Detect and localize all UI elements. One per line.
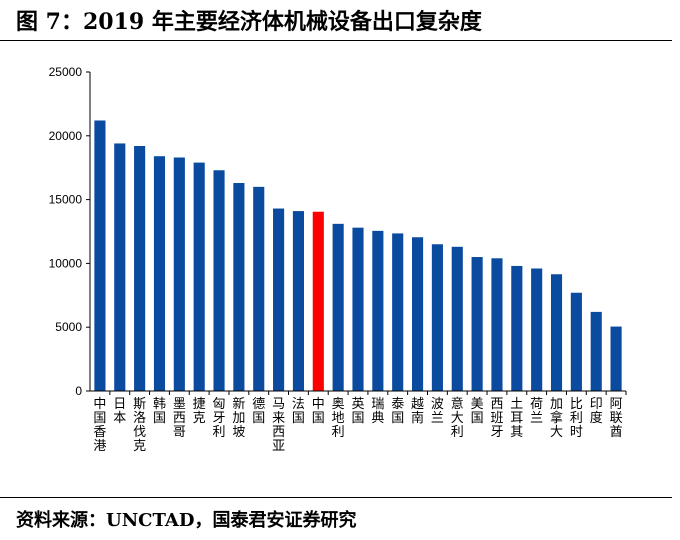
y-tick-label: 20000 xyxy=(49,129,83,143)
x-category-label: 意大利 xyxy=(451,396,464,440)
x-axis: 中国香港日本斯洛伐克韩国墨西哥捷克匈牙利新加坡德国马来西亚法国中国奥地利英国瑞典… xyxy=(90,390,627,454)
y-tick-label: 10000 xyxy=(49,256,83,270)
x-category-label: 德国 xyxy=(252,397,265,426)
x-category-label: 法国 xyxy=(292,397,305,426)
x-category-label: 匈牙利 xyxy=(213,397,226,440)
x-category-label: 英国 xyxy=(351,397,364,426)
bar xyxy=(610,326,622,391)
bar xyxy=(253,186,265,391)
x-category-label: 奥地利 xyxy=(332,397,345,440)
x-category-label: 西班牙 xyxy=(490,397,503,440)
x-category-label: 阿联酋 xyxy=(610,397,623,440)
bar xyxy=(590,311,602,391)
x-category-label: 瑞典 xyxy=(371,397,384,426)
x-category-label: 荷兰 xyxy=(530,397,543,426)
bar xyxy=(511,265,523,391)
figure-title: 图 7：2019 年主要经济体机械设备出口复杂度 xyxy=(16,9,482,35)
bar xyxy=(332,223,344,391)
bar xyxy=(411,237,424,391)
bar xyxy=(352,227,364,391)
bar-chart: 0 5000 10000 15000 20000 25000 中国香港日本斯洛伐克韩国墨西… xyxy=(49,65,627,454)
bar xyxy=(233,183,245,391)
bar xyxy=(193,162,205,391)
x-category-label: 泰国 xyxy=(391,397,404,426)
x-category-label: 捷克 xyxy=(193,397,206,426)
x-category-label: 美国 xyxy=(471,397,484,426)
x-category-label: 土耳其 xyxy=(510,397,523,440)
x-category-label: 斯洛伐克 xyxy=(133,397,146,454)
bar xyxy=(292,211,305,391)
bar xyxy=(531,268,543,391)
x-category-label: 新加坡 xyxy=(232,396,245,440)
bar xyxy=(213,170,225,391)
bar xyxy=(491,258,503,391)
bar xyxy=(134,146,146,391)
x-category-label: 印度 xyxy=(590,397,603,426)
title-rule xyxy=(0,40,672,41)
source-note: 资料来源：UNCTAD，国泰君安证券研究 xyxy=(16,510,357,531)
x-category-label: 韩国 xyxy=(153,397,166,426)
bar xyxy=(471,257,483,391)
x-category-label: 中国 xyxy=(312,397,325,426)
y-tick-label: 25000 xyxy=(49,65,83,79)
x-category-label: 马来西亚 xyxy=(272,397,285,454)
y-axis: 0 5000 10000 15000 20000 25000 xyxy=(49,65,91,398)
bar xyxy=(94,120,106,391)
source-rule xyxy=(0,497,672,498)
bar xyxy=(114,143,126,391)
x-category-label: 中国香港 xyxy=(93,397,106,454)
bar xyxy=(570,292,582,391)
bar xyxy=(153,156,166,391)
x-category-label: 加拿大 xyxy=(550,397,563,440)
x-category-label: 越南 xyxy=(411,397,424,426)
x-category-label: 日本 xyxy=(113,397,126,426)
y-tick-label: 0 xyxy=(75,384,82,398)
bar xyxy=(312,211,324,391)
bar xyxy=(431,244,443,391)
bar xyxy=(550,274,563,391)
bars-group xyxy=(94,120,622,391)
x-category-label: 墨西哥 xyxy=(173,397,186,440)
bar xyxy=(451,246,463,391)
y-tick-label: 5000 xyxy=(55,320,82,334)
bar xyxy=(392,233,404,391)
bar xyxy=(273,208,285,391)
y-tick-label: 15000 xyxy=(49,193,83,207)
x-category-label: 波兰 xyxy=(431,397,444,426)
bar xyxy=(372,230,384,391)
bar xyxy=(173,157,185,391)
x-category-label: 比利时 xyxy=(570,397,583,440)
